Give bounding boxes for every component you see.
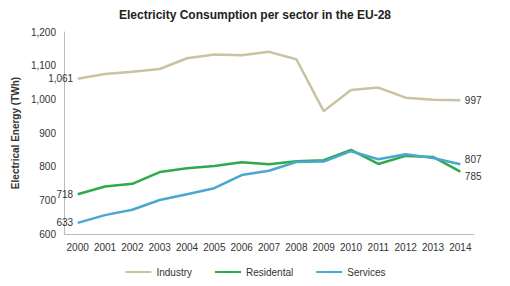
svg-text:2014: 2014 [449,242,472,253]
svg-text:1,000: 1,000 [31,94,56,105]
svg-text:2009: 2009 [313,242,336,253]
svg-text:2007: 2007 [258,242,281,253]
svg-text:2005: 2005 [203,242,226,253]
svg-text:900: 900 [39,128,56,139]
svg-text:600: 600 [39,229,56,240]
svg-text:1,100: 1,100 [31,60,56,71]
svg-text:807: 807 [465,154,482,165]
svg-text:800: 800 [39,161,56,172]
svg-text:2011: 2011 [368,242,390,253]
svg-text:2012: 2012 [395,242,418,253]
svg-text:718: 718 [56,189,73,200]
svg-text:700: 700 [39,195,56,206]
svg-text:1,200: 1,200 [31,27,56,38]
svg-text:2000: 2000 [67,242,90,253]
svg-text:Electricity Consumption per se: Electricity Consumption per sector in th… [119,8,391,22]
svg-text:Residental: Residental [246,267,293,278]
svg-text:2002: 2002 [121,242,144,253]
svg-text:2006: 2006 [231,242,254,253]
svg-text:Industry: Industry [156,267,192,278]
svg-text:997: 997 [465,95,482,106]
svg-text:Services: Services [347,267,385,278]
svg-text:785: 785 [465,171,482,182]
svg-text:2008: 2008 [285,242,308,253]
svg-text:2003: 2003 [149,242,172,253]
svg-text:2004: 2004 [176,242,199,253]
svg-text:2001: 2001 [94,242,117,253]
svg-text:2010: 2010 [340,242,363,253]
svg-text:1,061: 1,061 [48,73,73,84]
svg-text:633: 633 [56,217,73,228]
svg-text:2013: 2013 [422,242,445,253]
svg-text:Electrical Energy (TWh): Electrical Energy (TWh) [10,77,21,189]
